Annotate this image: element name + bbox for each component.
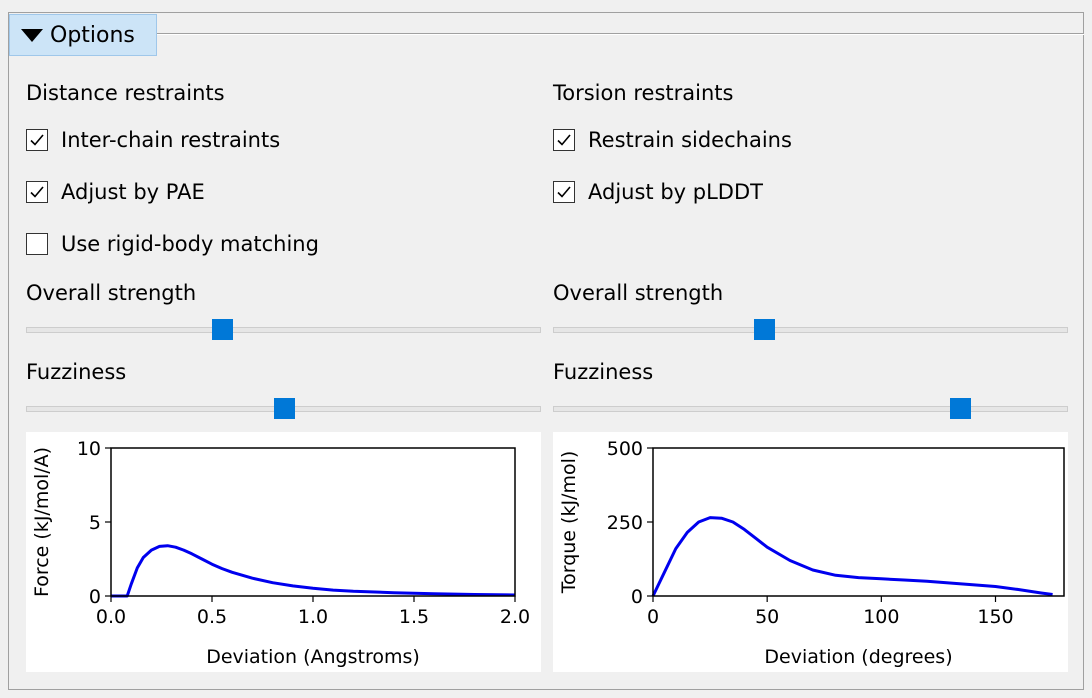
slider-track: [26, 327, 541, 333]
force-plot: 0.0 0.5 1.0 1.5 2.0 0 5 10 Deviation (Angstroms)…: [26, 432, 541, 672]
use-rigid-body-matching-checkbox[interactable]: Use rigid-body matching: [26, 232, 319, 256]
x-tick-label: 1.0: [298, 606, 328, 628]
adjust-by-plddt-label: Adjust by pLDDT: [588, 180, 763, 204]
x-tick-label: 2.0: [500, 606, 530, 628]
checkbox-box: [26, 233, 48, 255]
restrain-sidechains-checkbox[interactable]: Restrain sidechains: [553, 128, 792, 152]
distance-restraints-column: Distance restraints Inter-chain restrain…: [26, 0, 541, 698]
plot-frame: [110, 447, 516, 597]
options-toggle-label: Options: [50, 22, 135, 48]
y-tick-label: 250: [607, 512, 643, 534]
options-panel-frame: [8, 12, 1084, 690]
torsion-strength-label: Overall strength: [553, 281, 724, 305]
distance-strength-label: Overall strength: [26, 281, 197, 305]
inter-chain-restraints-checkbox[interactable]: Inter-chain restraints: [26, 128, 280, 152]
slider-thumb[interactable]: [754, 319, 776, 340]
checkmark-icon: [557, 134, 571, 146]
x-tick-label: 1.5: [399, 606, 429, 628]
x-tick-label: 150: [977, 606, 1013, 628]
checkmark-icon: [30, 186, 44, 198]
y-tick-label: 500: [607, 438, 643, 460]
distance-restraints-heading: Distance restraints: [26, 81, 225, 105]
inter-chain-restraints-label: Inter-chain restraints: [61, 128, 281, 152]
slider-track: [553, 327, 1068, 333]
x-axis-label: Deviation (degrees): [764, 646, 952, 668]
distance-fuzziness-slider[interactable]: [26, 398, 541, 422]
y-tick-label: 0: [631, 586, 643, 608]
x-tick-label: 50: [755, 606, 779, 628]
options-toggle-button[interactable]: Options: [9, 14, 157, 56]
plot-frame: [652, 447, 1065, 597]
adjust-by-pae-checkbox[interactable]: Adjust by PAE: [26, 180, 205, 204]
triangle-down-icon: [21, 28, 43, 42]
force-chart: 0.0 0.5 1.0 1.5 2.0 0 5 10 Deviation (Angstroms)…: [31, 438, 530, 668]
slider-thumb[interactable]: [949, 398, 971, 419]
checkmark-icon: [557, 186, 571, 198]
checkbox-box: [26, 181, 48, 203]
torque-chart: 0 50 100 150 0 250 500 Deviation (degrees) Torqu…: [558, 438, 1065, 668]
slider-thumb[interactable]: [273, 398, 295, 419]
x-axis-label: Deviation (Angstroms): [206, 646, 420, 668]
slider-track: [553, 406, 1068, 412]
torque-plot: 0 50 100 150 0 250 500 Deviation (degrees) Torqu…: [553, 432, 1068, 672]
use-rigid-body-matching-label: Use rigid-body matching: [61, 232, 319, 256]
torsion-fuzziness-slider[interactable]: [553, 398, 1068, 422]
adjust-by-pae-label: Adjust by PAE: [61, 180, 205, 204]
torsion-fuzziness-label: Fuzziness: [553, 360, 654, 384]
slider-thumb[interactable]: [211, 319, 233, 340]
checkbox-box: [553, 181, 575, 203]
distance-strength-slider[interactable]: [26, 319, 541, 343]
checkmark-icon: [30, 134, 44, 146]
options-divider: [157, 33, 1084, 35]
x-tick-label: 100: [863, 606, 899, 628]
y-tick-label: 10: [77, 438, 101, 460]
adjust-by-plddt-checkbox[interactable]: Adjust by pLDDT: [553, 180, 763, 204]
y-tick-label: 0: [89, 586, 101, 608]
restrain-sidechains-label: Restrain sidechains: [588, 128, 792, 152]
x-tick-label: 0.5: [197, 606, 227, 628]
checkbox-box: [553, 129, 575, 151]
torsion-restraints-column: Torsion restraints Restrain sidechains A…: [553, 0, 1068, 698]
y-axis-label: Force (kJ/mol/A): [31, 447, 53, 597]
series-line: [111, 544, 516, 598]
distance-fuzziness-label: Fuzziness: [26, 360, 127, 384]
series-line: [651, 516, 1053, 597]
torsion-strength-slider[interactable]: [553, 319, 1068, 343]
x-tick-label: 0: [647, 606, 659, 628]
torsion-restraints-heading: Torsion restraints: [553, 81, 734, 105]
checkbox-box: [26, 129, 48, 151]
y-tick-label: 5: [89, 512, 101, 534]
y-axis-label: Torque (kJ/mol): [558, 451, 580, 595]
x-tick-label: 0.0: [96, 606, 126, 628]
